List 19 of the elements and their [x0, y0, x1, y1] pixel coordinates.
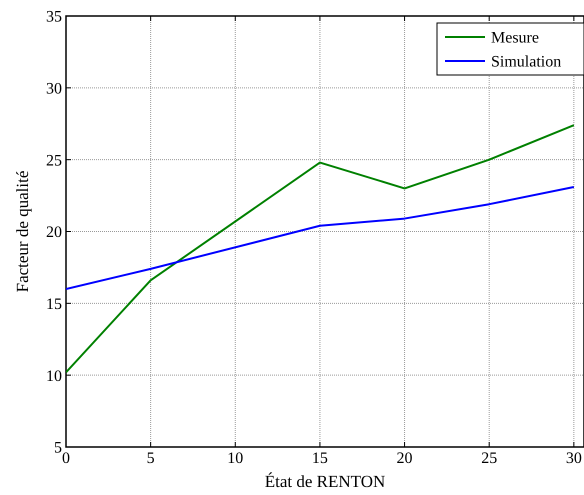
- y-tick-label: 20: [46, 224, 62, 242]
- y-axis-title: Facteur de qualité: [13, 170, 32, 292]
- x-tick-label: 20: [396, 450, 413, 467]
- x-tick-label: 5: [146, 450, 155, 467]
- y-tick-label: 25: [46, 152, 62, 170]
- x-tick-label: 10: [227, 450, 244, 467]
- x-tick-label: 30: [566, 450, 582, 467]
- x-tick-label: 0: [62, 450, 70, 467]
- line-series: [66, 124, 575, 374]
- x-tick-label: 25: [481, 450, 498, 467]
- y-tick-label: 10: [46, 368, 62, 385]
- y-tick-label: 15: [46, 296, 62, 313]
- legend-label: Simulation: [491, 54, 562, 71]
- y-tick-label: 30: [46, 80, 62, 98]
- line-series: [66, 186, 575, 290]
- x-axis-title: État de RENTON: [264, 472, 386, 491]
- x-tick-label: 15: [312, 450, 328, 467]
- legend-label: Mesure: [491, 30, 539, 47]
- y-tick-label: 35: [46, 8, 62, 26]
